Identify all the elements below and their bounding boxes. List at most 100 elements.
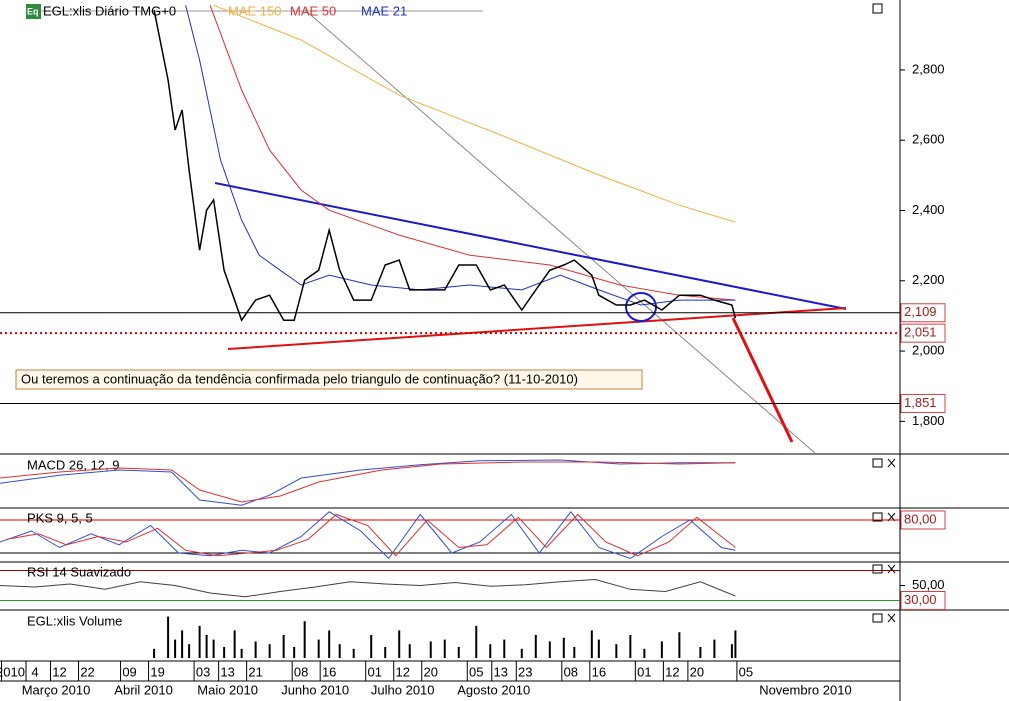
series-line [209, 5, 736, 301]
level-label: 1,851 [904, 395, 937, 410]
series-line [185, 5, 736, 306]
volume-bar [282, 635, 285, 658]
x-tick-label: 21 [248, 664, 262, 679]
series-line [0, 461, 736, 503]
x-tick-label: 01 [367, 664, 381, 679]
volume-bar [443, 639, 446, 658]
maximize-button[interactable] [872, 3, 883, 14]
panel-title: EGL:xlis Volume [27, 613, 122, 628]
volume-bar [734, 630, 737, 658]
level-label-box [900, 303, 946, 323]
legend-entry: MAE 150 [228, 3, 281, 18]
volume-bar [254, 641, 257, 658]
highlight-circle [625, 292, 657, 322]
maximize-button[interactable] [872, 512, 883, 522]
x-tick-label: 19 [150, 664, 164, 679]
volume-bar [317, 639, 320, 658]
volume-bar [167, 616, 170, 658]
volume-bar [303, 621, 306, 658]
window-buttons[interactable] [872, 3, 896, 623]
series-line [0, 459, 736, 506]
month-label: Junho 2010 [281, 682, 349, 697]
volume-bar [629, 635, 632, 658]
x-tick-label: 4 [31, 664, 38, 679]
volume-bar [384, 646, 387, 658]
level-label-box [900, 323, 946, 343]
panel-title: PKS 9, 5, 5 [27, 510, 93, 525]
volume-bar [233, 630, 236, 658]
volume-bar [678, 632, 681, 658]
volume-bar [223, 646, 226, 658]
series-line [153, 10, 737, 322]
trend-line [304, 9, 816, 453]
panel-title: MACD 26, 12, 9 [27, 457, 120, 472]
maximize-button[interactable] [872, 458, 883, 468]
volume-bar [370, 635, 373, 658]
volume-bar [212, 639, 215, 658]
volume-bar [188, 644, 191, 658]
volume-bar [153, 648, 156, 658]
icon-label: Eq [27, 6, 39, 16]
y-tick-label: 2,000 [912, 343, 945, 358]
volume-bar [338, 644, 341, 658]
x-tick-label: 20 [424, 664, 438, 679]
volume-bar [520, 648, 523, 658]
y-tick-label: 2,400 [912, 202, 945, 217]
volume-bar [240, 648, 243, 658]
plot-area [153, 4, 737, 322]
y-tick-label: 2,600 [912, 132, 945, 147]
volume-bar [660, 641, 663, 658]
volume-bar [205, 635, 208, 658]
volume-bar [548, 641, 551, 658]
x-tick-label: 12 [395, 664, 409, 679]
month-label: Abril 2010 [114, 682, 173, 697]
x-tick-label: 16 [592, 664, 606, 679]
x-tick-label: 03 [196, 664, 210, 679]
close-button[interactable] [887, 458, 896, 623]
volume-bar [429, 641, 432, 658]
y-tick-label: 2,200 [912, 272, 945, 287]
trend-line [214, 182, 847, 310]
x-tick-label: 13 [220, 664, 234, 679]
month-label: Março 2010 [22, 682, 91, 697]
x-tick-label: 12 [52, 664, 66, 679]
volume-bar [352, 648, 355, 658]
x-tick-label: 13 [494, 664, 508, 679]
x-tick-label: 05 [469, 664, 483, 679]
maximize-button[interactable] [872, 613, 883, 623]
volume-bar [643, 648, 646, 658]
level-label: 80,00 [904, 511, 937, 526]
volume-bar [328, 630, 331, 658]
volume-bar [713, 639, 716, 658]
month-label: Agosto 2010 [457, 682, 530, 697]
volume-bar [699, 646, 702, 658]
level-label-box [900, 510, 946, 530]
volume-bar [534, 635, 537, 658]
volume-bar [503, 639, 506, 658]
x-tick-label: 05 [739, 664, 753, 679]
x-tick-label: 16 [322, 664, 336, 679]
month-label: Maio 2010 [197, 682, 258, 697]
volume-bar [457, 646, 460, 658]
panel-title: EGL:xlis Diário TMG+0 [43, 3, 176, 18]
level-label-box [900, 591, 946, 610]
volume-bar [489, 644, 492, 658]
annotation: Ou teremos a continuação da tendência co… [21, 371, 578, 386]
series-line [0, 510, 736, 560]
annotation-box [15, 369, 643, 390]
volume-bar [615, 644, 618, 658]
projection-arrow [731, 317, 794, 443]
volume-bar [268, 644, 271, 658]
x-tick-label: 20 [690, 664, 704, 679]
x-tick-label: 2010 [0, 664, 25, 679]
volume-bar [590, 630, 593, 658]
series-line [213, 4, 736, 223]
legend-entry: MAE 50 [290, 3, 336, 18]
level-label-box [900, 393, 946, 413]
volume-bar [398, 630, 401, 658]
level-label: 30,00 [904, 592, 937, 607]
maximize-button[interactable] [872, 564, 883, 574]
icon [26, 4, 41, 19]
